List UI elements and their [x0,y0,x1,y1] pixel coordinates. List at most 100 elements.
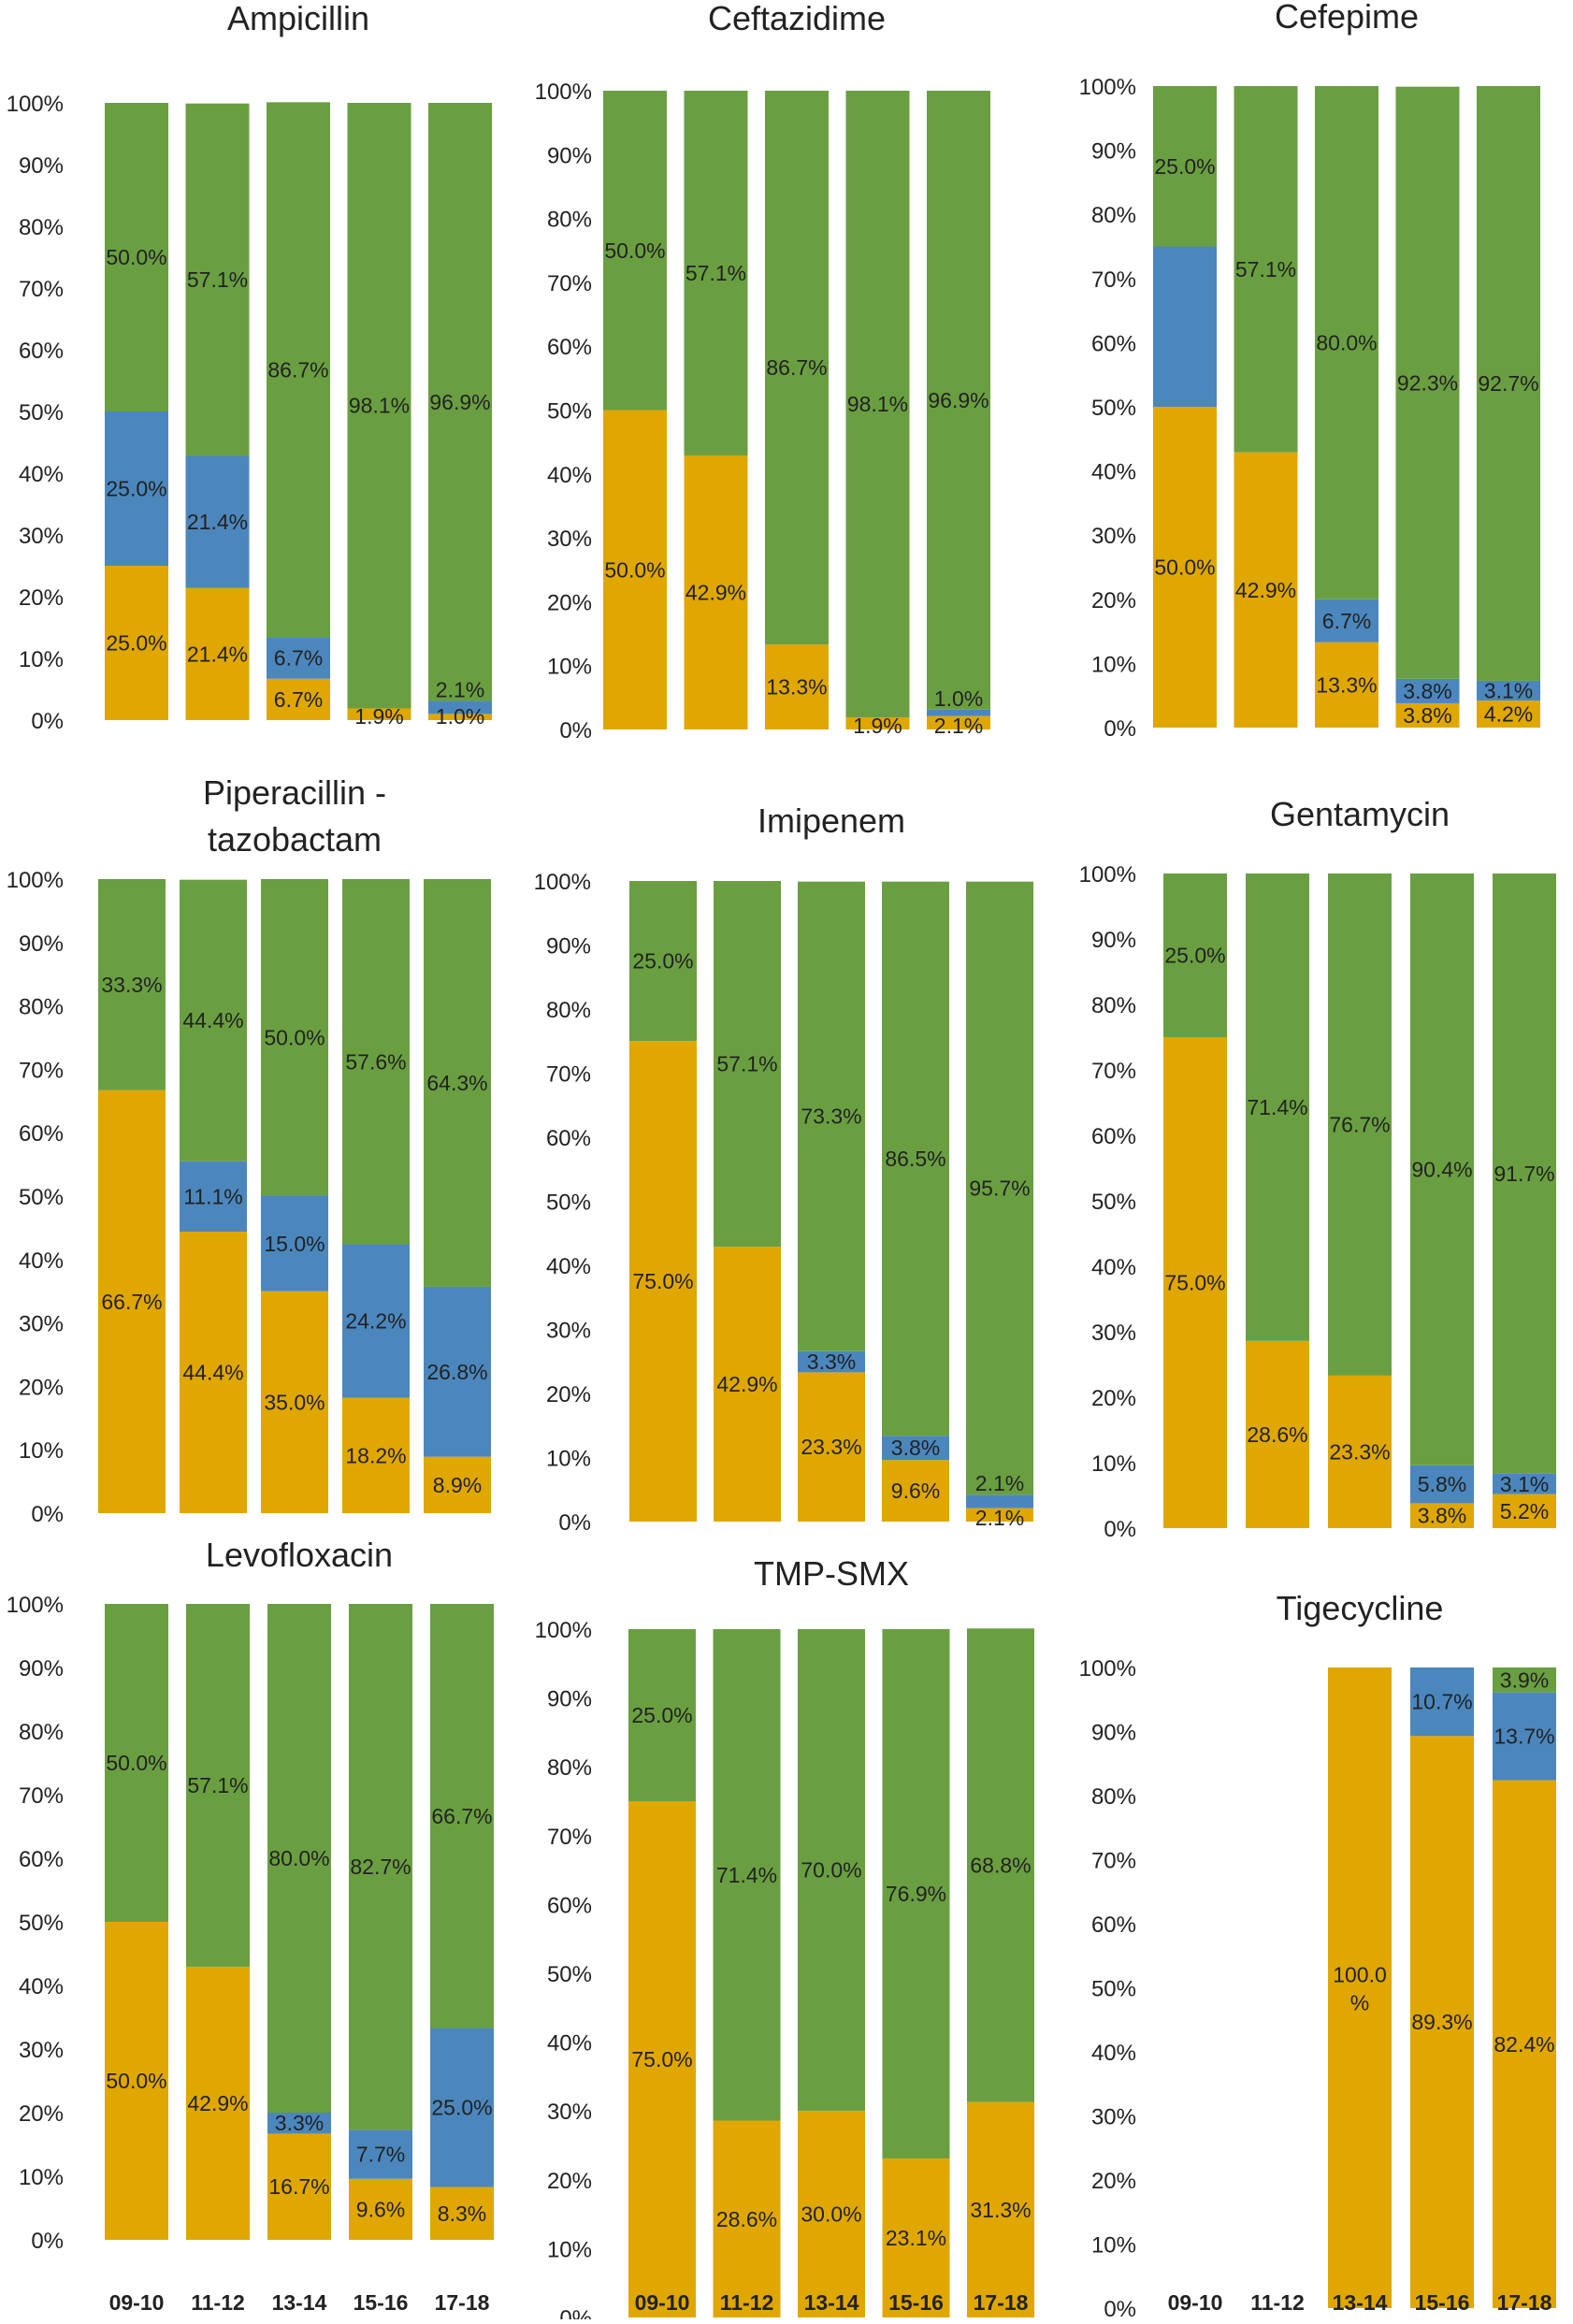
ceftazidime-bar-resistant-13-14 [765,644,829,729]
imipenem-label-intermediate-17-18: 2.1% [975,1471,1024,1495]
tigecycline-bar-resistant-15-16 [1410,1736,1474,2308]
piperacillin-tazobactam-bar-resistant-17-18 [424,1456,491,1513]
levofloxacin-y-tick: 20% [19,2101,64,2127]
tigecycline-y-tick: 90% [1091,1721,1136,1746]
tmp-smx-title: TMP-SMX [754,1554,909,1593]
imipenem-bar-intermediate-17-18 [966,1494,1033,1508]
cefepime-bar-susceptible-09-10 [1153,86,1217,247]
gentamycin-label-resistant-09-10: 75.0% [1164,1271,1225,1295]
tmp-smx-y-tick: 100% [535,1618,592,1643]
imipenem-bar-resistant-15-16 [882,1460,949,1522]
gentamycin-bar-resistant-11-12 [1246,1340,1309,1528]
tmp-smx-label-resistant-17-18: 31.3% [970,2198,1031,2222]
ampicillin-bar-resistant-09-10 [105,566,168,720]
piperacillin-tazobactam-bar-intermediate-15-16 [342,1244,410,1398]
tigecycline-x-tick-13-14: 13-14 [1333,2290,1388,2315]
cefepime-bar-susceptible-13-14 [1315,86,1378,599]
imipenem-label-susceptible-09-10: 25.0% [632,949,693,974]
piperacillin-tazobactam-y-tick: 0% [31,1502,64,1527]
piperacillin-tazobactam-label-susceptible-11-12: 44.4% [182,1008,243,1032]
levofloxacin-bar-resistant-17-18 [430,2187,494,2240]
imipenem-y-tick: 90% [546,934,591,960]
levofloxacin-bar-intermediate-17-18 [430,2028,494,2187]
piperacillin-tazobactam-label-resistant-17-18: 8.9% [433,1473,482,1497]
ampicillin-y-tick: 80% [19,215,64,240]
imipenem-bar-susceptible-09-10 [629,881,697,1042]
ceftazidime-label-resistant-15-16: 1.9% [853,714,902,738]
imipenem-label-susceptible-11-12: 57.1% [716,1052,777,1076]
piperacillin-tazobactam-label-susceptible-17-18: 64.3% [426,1071,487,1095]
piperacillin-tazobactam-bar-resistant-15-16 [342,1397,410,1513]
tmp-smx-y-tick: 30% [547,2100,592,2125]
gentamycin-bar-susceptible-11-12 [1246,873,1309,1341]
cefepime-bar-resistant-11-12 [1234,452,1298,728]
cefepime-label-resistant-13-14: 13.3% [1316,672,1377,697]
cefepime-label-resistant-11-12: 42.9% [1235,578,1296,602]
imipenem-bar-resistant-09-10 [629,1041,697,1522]
tmp-smx-y-tick: 0% [559,2306,592,2319]
tmp-smx-y-tick: 40% [547,2031,592,2057]
ceftazidime-label-resistant-11-12: 42.9% [685,580,746,604]
ampicillin-label-susceptible-11-12: 57.1% [187,267,248,292]
gentamycin-y-tick: 20% [1091,1386,1136,1411]
ceftazidime-y-tick: 30% [547,527,592,552]
gentamycin-y-tick: 70% [1091,1059,1136,1084]
piperacillin-tazobactam-bar-susceptible-17-18 [424,879,491,1287]
piperacillin-tazobactam-label-susceptible-13-14: 50.0% [264,1026,325,1050]
ceftazidime-y-tick: 60% [547,335,592,360]
levofloxacin-label-susceptible-09-10: 50.0% [106,1751,166,1775]
tmp-smx-x-tick-13-14: 13-14 [804,2290,859,2315]
imipenem-bar-resistant-17-18 [966,1508,1033,1522]
gentamycin-y-tick: 0% [1104,1517,1136,1542]
piperacillin-tazobactam-bar-resistant-11-12 [180,1231,247,1513]
levofloxacin-x-tick-11-12: 11-12 [191,2290,245,2315]
ceftazidime-bar-susceptible-17-18 [927,91,990,710]
piperacillin-tazobactam-bar-intermediate-11-12 [180,1161,247,1232]
ampicillin-bar-resistant-11-12 [185,587,250,720]
levofloxacin-bar-susceptible-09-10 [105,1604,168,1922]
ceftazidime-y-tick: 100% [535,79,592,105]
piperacillin-tazobactam-bar-intermediate-13-14 [261,1196,328,1292]
imipenem-y-tick: 100% [534,870,591,895]
ampicillin-label-resistant-13-14: 6.7% [274,687,323,712]
imipenem-y-tick: 80% [546,998,591,1023]
cefepime-bar-intermediate-17-18 [1477,680,1540,701]
piperacillin-tazobactam-y-tick: 90% [19,931,64,957]
levofloxacin-label-susceptible-15-16: 82.7% [350,1855,411,1879]
piperacillin-tazobactam-bar-resistant-13-14 [261,1291,328,1513]
imipenem-label-resistant-17-18: 2.1% [975,1506,1024,1530]
gentamycin-y-tick: 100% [1079,862,1136,888]
levofloxacin-bar-intermediate-15-16 [349,2129,412,2179]
levofloxacin-label-resistant-09-10: 50.0% [106,2069,166,2093]
levofloxacin-bar-resistant-09-10 [105,1922,168,2240]
imipenem-bar-susceptible-15-16 [882,881,949,1436]
gentamycin-bar-susceptible-17-18 [1493,873,1556,1474]
piperacillin-tazobactam-label-intermediate-11-12: 11.1% [183,1184,243,1208]
ampicillin-bar-susceptible-11-12 [185,103,250,456]
ampicillin-label-susceptible-17-18: 96.9% [429,390,490,414]
piperacillin-tazobactam-label-intermediate-15-16: 24.2% [345,1309,406,1334]
tigecycline-label-intermediate-15-16: 10.7% [1411,1690,1472,1714]
gentamycin-label-susceptible-15-16: 90.4% [1411,1157,1472,1181]
cefepime-y-tick: 40% [1091,460,1136,485]
ampicillin-label-intermediate-11-12: 21.4% [187,510,248,534]
cefepime-y-tick: 50% [1091,396,1136,421]
piperacillin-tazobactam-label-susceptible-15-16: 57.6% [345,1049,406,1074]
gentamycin-title: Gentamycin [1270,795,1450,833]
levofloxacin-label-intermediate-13-14: 3.3% [275,2111,324,2135]
piperacillin-tazobactam-y-tick: 100% [7,868,64,893]
tigecycline-y-tick: 40% [1091,2041,1136,2066]
tmp-smx-label-resistant-11-12: 28.6% [716,2207,777,2231]
ampicillin-y-tick: 10% [19,647,64,672]
tmp-smx-y-tick: 10% [547,2237,592,2262]
ampicillin-label-resistant-17-18: 1.0% [436,704,484,729]
piperacillin-tazobactam-y-tick: 50% [19,1185,64,1210]
gentamycin-y-tick: 80% [1091,993,1136,1018]
tmp-smx-x-tick-11-12: 11-12 [720,2290,774,2315]
tmp-smx-bar-resistant-11-12 [713,2120,781,2317]
ceftazidime-y-tick: 50% [547,399,592,425]
gentamycin-label-resistant-17-18: 5.2% [1500,1499,1549,1523]
ampicillin-bar-intermediate-11-12 [185,455,250,588]
tigecycline-bar-resistant-13-14 [1328,1667,1392,2308]
cefepime-y-tick: 90% [1091,139,1136,165]
